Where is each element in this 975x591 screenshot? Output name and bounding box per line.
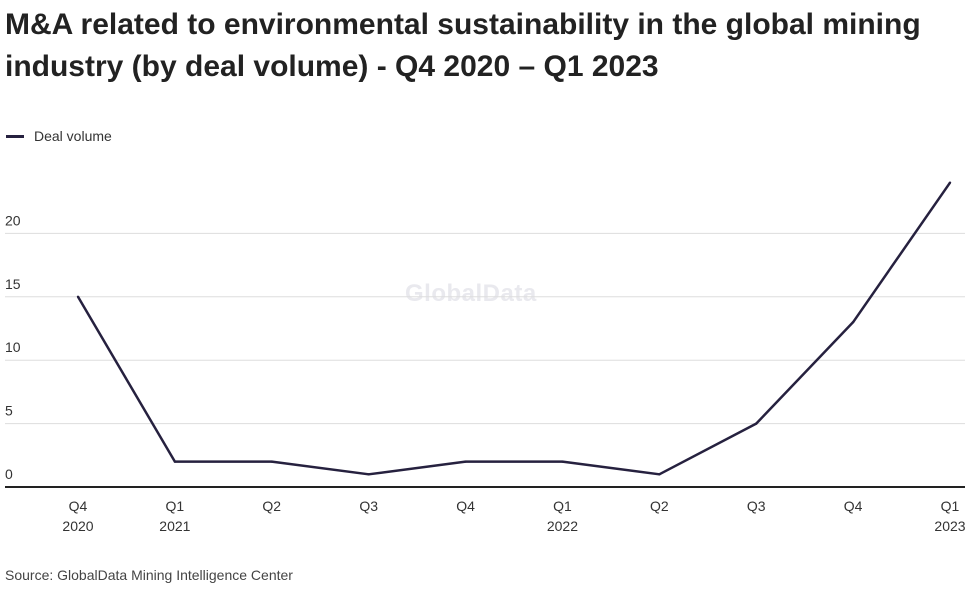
watermark: GlobalData	[405, 280, 537, 307]
chart-title: M&A related to environmental sustainabil…	[5, 8, 921, 83]
legend: Deal volume	[6, 128, 112, 144]
x-axis-ticks: Q4 2020 Q1 2021 Q2 Q3 Q4 Q1 2022 Q2 Q3 Q4 Q1 2023	[62, 498, 965, 534]
x-tick-label: Q4	[456, 498, 475, 514]
series-layer	[76, 181, 952, 476]
x-tick-label: Q2	[262, 498, 281, 514]
x-tick-year-label: 2020	[62, 518, 93, 534]
source-note: Source: GlobalData Mining Intelligence C…	[5, 567, 293, 583]
data-point	[561, 460, 564, 463]
y-tick-label: 15	[5, 276, 21, 292]
x-tick-label: Q3	[747, 498, 766, 514]
data-point	[76, 295, 80, 298]
y-tick-label: 10	[5, 339, 21, 355]
data-point	[851, 320, 855, 324]
y-tick-label: 5	[5, 403, 13, 419]
y-tick-label: 0	[5, 466, 13, 482]
x-tick-label: Q1	[166, 498, 185, 514]
legend-label: Deal volume	[34, 128, 112, 144]
x-tick-label: Q4	[69, 498, 88, 514]
x-tick-label: Q1	[941, 498, 960, 514]
series-line-deal-volume	[76, 181, 952, 476]
data-point	[948, 181, 952, 184]
y-tick-label: 20	[5, 212, 21, 228]
x-tick-year-label: 2021	[159, 518, 190, 534]
data-point	[658, 473, 661, 476]
data-point	[367, 473, 370, 476]
x-tick-year-label: 2022	[547, 518, 578, 534]
gridlines	[5, 232, 965, 425]
x-tick-label: Q1	[553, 498, 572, 514]
x-tick-label: Q2	[650, 498, 669, 514]
y-axis-ticks: 0 5 10 15 20	[5, 212, 21, 482]
x-tick-year-label: 2023	[934, 518, 965, 534]
data-point	[270, 460, 273, 463]
x-tick-label: Q4	[844, 498, 863, 514]
data-point	[173, 460, 177, 463]
data-point	[755, 422, 758, 425]
x-tick-label: Q3	[359, 498, 378, 514]
legend-swatch	[6, 134, 24, 138]
data-point	[464, 460, 467, 463]
